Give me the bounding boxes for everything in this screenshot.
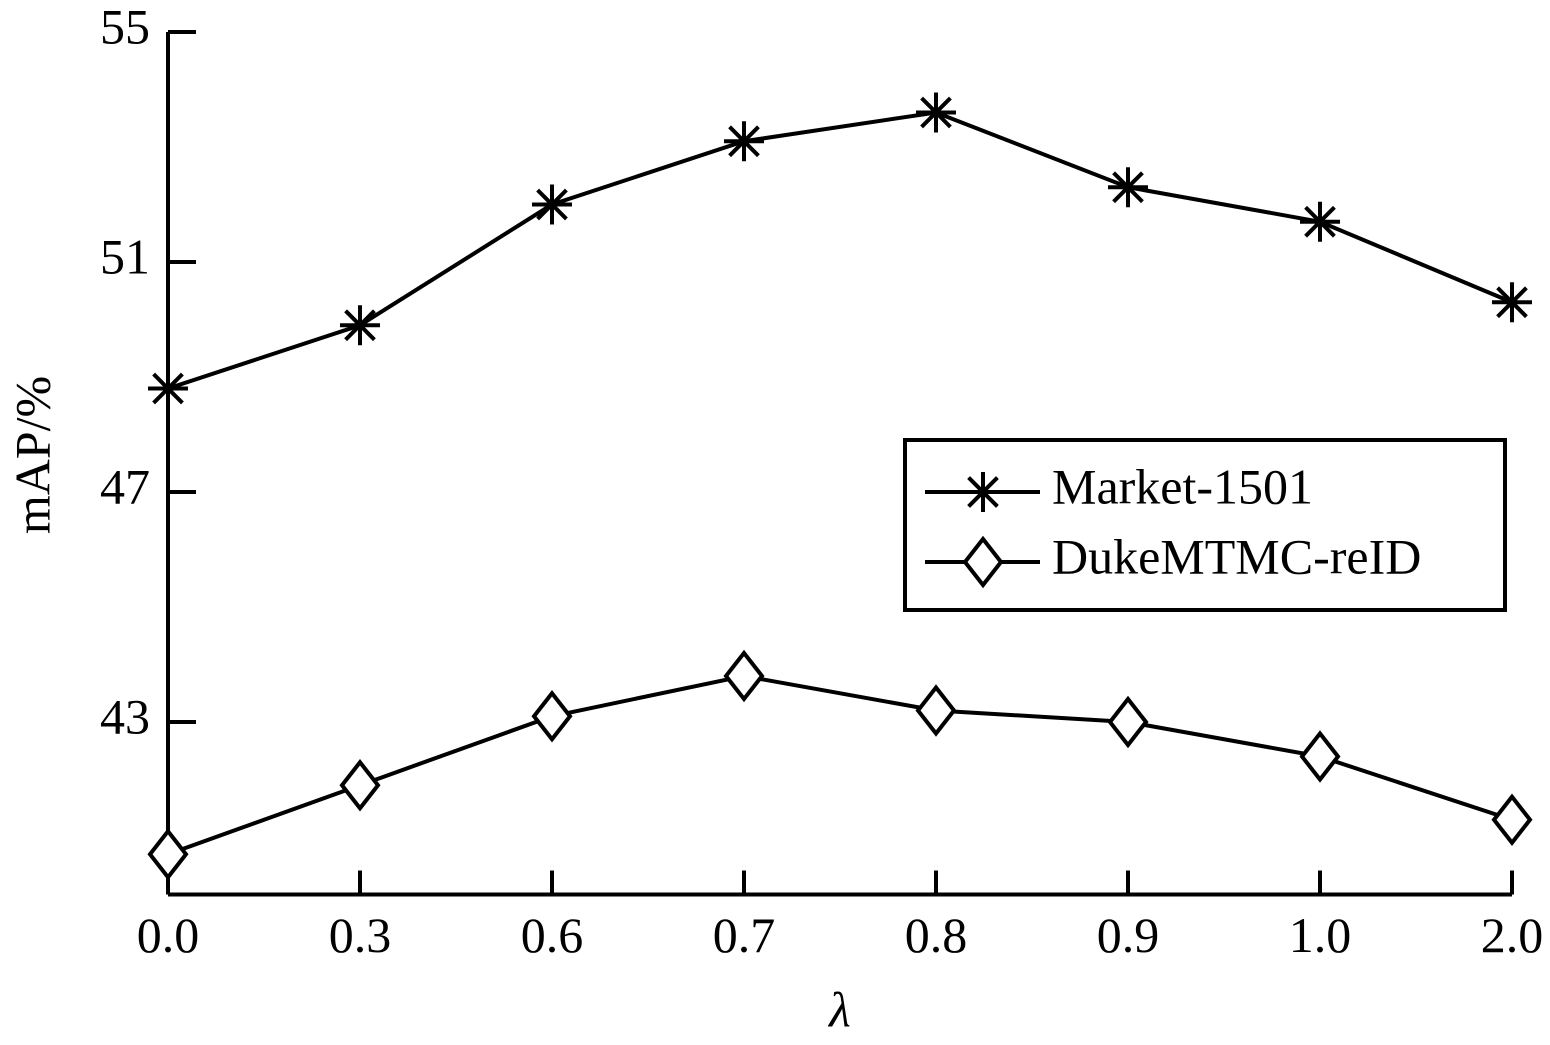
x-tick-label: 0.6: [521, 907, 584, 963]
x-tick-label: 0.8: [905, 907, 968, 963]
x-tick-label: 0.7: [713, 907, 776, 963]
marker: [148, 368, 188, 409]
marker: [724, 121, 764, 162]
y-tick-label: 47: [100, 458, 150, 514]
legend-label: Market-1501: [1052, 458, 1313, 514]
series-line: [167, 673, 1513, 857]
marker: [1107, 695, 1149, 749]
legend-box: [903, 438, 1507, 612]
x-tick-label: 2.0: [1481, 907, 1544, 963]
marker: [1491, 793, 1533, 846]
marker: [532, 184, 572, 225]
y-axis-label: mAP/%: [4, 376, 60, 534]
marker: [723, 649, 765, 703]
marker: [340, 305, 380, 346]
marker: [1492, 282, 1532, 323]
x-tick-label: 0.0: [137, 907, 200, 963]
series-line: [167, 110, 1513, 391]
legend-marker: [962, 535, 1004, 589]
marker: [1300, 201, 1340, 242]
marker: [531, 690, 573, 743]
marker: [1108, 167, 1148, 208]
x-tick-label: 0.9: [1097, 907, 1160, 963]
y-tick-label: 55: [100, 0, 150, 54]
y-tick-label: 51: [100, 228, 150, 284]
marker: [915, 684, 957, 737]
marker: [339, 759, 381, 812]
legend-label: DukeMTMC-reID: [1052, 528, 1421, 584]
x-tick-label: 0.3: [329, 907, 392, 963]
legend-marker: [963, 472, 1003, 512]
marker: [916, 92, 956, 133]
x-tick-label: 1.0: [1289, 907, 1352, 963]
y-tick-label: 43: [100, 688, 150, 744]
marker: [147, 828, 189, 881]
marker: [1299, 730, 1341, 783]
x-axis-label: λ: [827, 981, 851, 1037]
